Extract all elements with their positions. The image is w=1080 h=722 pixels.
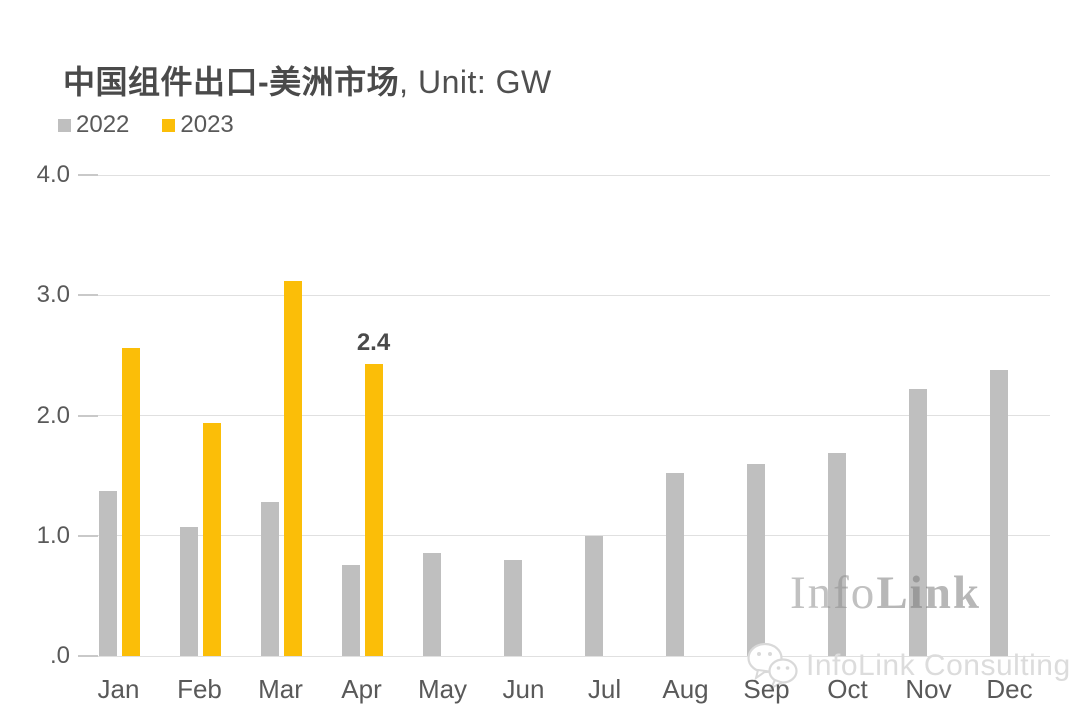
x-label-Feb: Feb [177, 674, 222, 704]
legend-item-2023: 2023 [162, 111, 234, 139]
gridline [78, 174, 1050, 176]
legend-label-2022: 2022 [76, 111, 130, 138]
bar-2022-Aug [665, 473, 684, 656]
y-axis-tick [78, 174, 98, 176]
bar-2023-Feb [202, 422, 221, 656]
gridline [78, 294, 1050, 296]
bar-2022-Mar [260, 502, 279, 656]
x-label-Sep: Sep [743, 674, 790, 704]
x-label-Jul: Jul [587, 674, 622, 704]
legend: 2022 2023 [58, 111, 234, 139]
watermark-infolink: InfoLink [790, 566, 1030, 620]
y-axis-tick [78, 655, 98, 657]
x-label-Apr: Apr [341, 674, 382, 704]
x-label-Nov: Nov [905, 674, 952, 704]
bar-2022-Sep [746, 463, 765, 656]
gridline [78, 415, 1050, 416]
legend-label-2023: 2023 [180, 111, 234, 138]
bar-2022-Feb [179, 527, 198, 656]
bar-2022-Nov [908, 389, 927, 656]
x-label-May: May [417, 674, 468, 704]
bar-value-label: 2.4 [356, 328, 391, 356]
infolink-logo-icon [747, 642, 798, 691]
chart-title: 中国组件出口-美洲市场, Unit: GW [63, 57, 552, 103]
bar-2022-Jul [584, 535, 603, 656]
watermark-info-text: Info [790, 567, 877, 619]
x-label-Jun: Jun [502, 674, 545, 704]
bar-2022-Oct [827, 452, 846, 656]
y-tick-label: .0 [49, 642, 70, 669]
x-label-Mar: Mar [258, 674, 303, 704]
y-tick-label: 4.0 [36, 161, 70, 188]
bar-2023-Jan [121, 348, 140, 656]
bar-2022-May [422, 552, 441, 656]
bar-2023-Apr [364, 363, 383, 656]
watermark-consulting-text: InfoLink Consulting [806, 649, 1071, 682]
bar-2022-Jun [503, 559, 522, 656]
bar-2022-Jan [98, 491, 117, 656]
plot-area: 2.4 [78, 174, 1050, 657]
y-tick-label: 3.0 [36, 281, 70, 309]
y-tick-label: 2.0 [36, 401, 70, 429]
x-label-Dec: Dec [986, 674, 1033, 704]
x-axis: Jan Feb Mar Apr May Jun Jul Aug Sep Oct Nov Dec [78, 674, 1050, 710]
x-label-Jan: Jan [97, 674, 140, 704]
chart-title-main: 中国组件出口-美洲市场 [63, 64, 400, 100]
y-axis-tick [78, 534, 98, 537]
bar-2022-Apr [341, 564, 360, 656]
chart-title-suffix: , Unit: GW [399, 64, 552, 100]
watermark-link-text: Link [876, 567, 981, 619]
legend-swatch-2023 [162, 118, 176, 132]
y-axis-tick [78, 414, 98, 417]
legend-swatch-2022 [58, 118, 71, 132]
gridline [78, 535, 1050, 537]
x-label-Aug: Aug [662, 674, 709, 704]
x-label-Oct: Oct [827, 674, 868, 704]
gridline [78, 655, 1050, 657]
y-tick-label: 1.0 [36, 521, 70, 549]
watermark-consulting: InfoLink Consulting [744, 640, 1071, 692]
bar-2023-Mar [283, 280, 302, 656]
legend-item-2022: 2022 [58, 111, 129, 139]
y-axis: 4.0 3.0 2.0 1.0 .0 [0, 161, 70, 669]
y-axis-tick [78, 294, 98, 297]
bar-2022-Dec [989, 369, 1008, 656]
